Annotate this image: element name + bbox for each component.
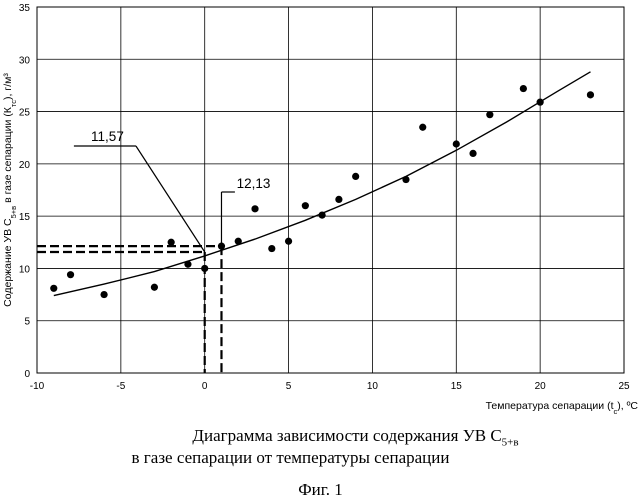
data-point: [67, 271, 74, 278]
data-point: [302, 202, 309, 209]
x-tick-label: 20: [535, 381, 547, 392]
caption-subscript: 5+в: [502, 436, 519, 448]
trend-line: [54, 72, 591, 296]
x-tick-label: -10: [30, 381, 45, 392]
data-point: [335, 196, 342, 203]
data-point: [201, 265, 208, 272]
x-tick-label: 0: [202, 381, 208, 392]
x-label-main: Температура сепарации (t: [486, 400, 614, 412]
caption-line-2: в газе сепарации от температуры сепараци…: [0, 448, 641, 468]
data-point: [268, 245, 275, 252]
data-point: [50, 285, 57, 292]
y-tick-label: 25: [19, 108, 31, 119]
reference-lines: [37, 246, 221, 373]
y-tick-label: 10: [19, 264, 31, 275]
y-tick-labels: 0 5 10 15 20 25 30 35: [19, 3, 31, 380]
data-point: [319, 211, 326, 218]
x-label-tail: ), ºС: [617, 400, 638, 412]
data-point: [151, 284, 158, 291]
data-point: [486, 111, 493, 118]
y-tick-label: 35: [19, 3, 31, 14]
y-tick-label: 20: [19, 160, 31, 171]
chart: -10 -5 0 5 10 15 20 25 0 5 10 15 20 25 30 35 11,57 12,1…: [0, 0, 641, 420]
data-point: [587, 91, 594, 98]
x-axis-label: Температура сепарации (tc), ºС: [486, 400, 639, 416]
y-tick-label: 0: [24, 369, 30, 380]
data-point: [419, 124, 426, 131]
y-tick-label: 15: [19, 212, 31, 223]
data-point: [402, 176, 409, 183]
x-tick-label: 10: [367, 381, 379, 392]
data-point: [184, 261, 191, 268]
caption-line-1: Диаграмма зависимости содержания УВ С5+в: [0, 426, 641, 448]
x-tick-label: 5: [286, 381, 292, 392]
data-point: [285, 238, 292, 245]
y-label-tail: ), г/м³: [2, 73, 14, 100]
plot-frame: [37, 7, 624, 373]
figure-number: Фиг. 1: [0, 480, 641, 500]
y-label-mid: в газе сепарации (К: [2, 106, 14, 206]
grid: [37, 7, 624, 373]
data-point: [100, 291, 107, 298]
annotation-11-57: 11,57: [91, 129, 124, 144]
data-point: [352, 173, 359, 180]
x-tick-labels: -10 -5 0 5 10 15 20 25: [30, 381, 630, 392]
x-tick-label: -5: [116, 381, 125, 392]
data-point: [235, 238, 242, 245]
data-point: [537, 99, 544, 106]
y-tick-label: 30: [19, 55, 31, 66]
data-point: [469, 150, 476, 157]
y-label-main: Содержание УВ С: [2, 218, 14, 307]
caption-main: Диаграмма зависимости содержания УВ С: [192, 426, 501, 445]
data-point: [168, 239, 175, 246]
y-tick-label: 5: [24, 317, 30, 328]
x-tick-label: 15: [451, 381, 463, 392]
x-tick-label: 25: [618, 381, 630, 392]
data-point: [251, 205, 258, 212]
data-point: [453, 140, 460, 147]
data-points: [50, 85, 594, 298]
y-label-sub: 5+в: [9, 206, 18, 219]
annotation-12-13: 12,13: [237, 176, 271, 191]
data-point: [520, 85, 527, 92]
annotations: 11,57 12,13: [74, 129, 270, 252]
annotation-leader-11-57: [136, 146, 205, 252]
y-axis-label: Содержание УВ С5+в в газе сепарации (Ктс…: [2, 73, 18, 307]
